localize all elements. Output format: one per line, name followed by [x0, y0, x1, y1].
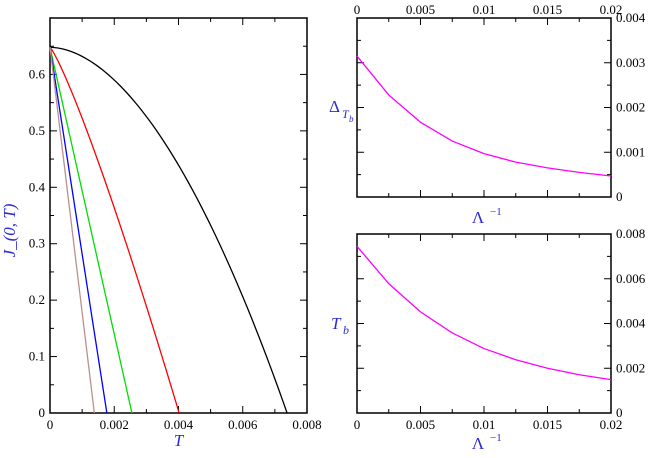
- x-axis-label: T: [174, 431, 185, 450]
- plot-frame: [356, 17, 612, 198]
- x-tick-label: 0.01: [473, 417, 496, 432]
- y-tick-label: 0.002: [616, 100, 645, 115]
- y-tick-label: 0.3: [29, 236, 45, 251]
- x-tick-label: 0.008: [292, 417, 321, 432]
- x-tick-label: 0.015: [533, 417, 562, 432]
- y-tick-label: 0.4: [29, 179, 46, 194]
- panel-left: 0 0.002 0.004 0.006 0.008 0 0.1 0.2 0.3 0.4 0.5 0.6…: [0, 17, 322, 450]
- series-line-2: [49, 47, 133, 414]
- y-tick-label: 0.008: [616, 226, 645, 241]
- panel-top-right: 0 0.005 0.01 0.015 0.02 0 0.001 0.002 0.003 0.004…: [329, 2, 646, 227]
- series-line-4: [49, 47, 95, 414]
- y-tick-label: 0.002: [616, 360, 645, 375]
- x-tick-label: 0.006: [228, 417, 258, 432]
- x-tick-label: 0.015: [533, 2, 562, 17]
- series-line: [356, 55, 612, 177]
- y-tick-label: 0: [39, 405, 46, 420]
- y-tick-label: 0.001: [616, 144, 645, 159]
- y-tick-label: 0.2: [29, 292, 45, 307]
- y-tick-label: 0.006: [616, 271, 646, 286]
- x-tick-label: 0.004: [164, 417, 194, 432]
- x-tick-label: 0.005: [406, 417, 435, 432]
- series-line: [356, 245, 612, 381]
- y-axis-label-sub: b: [343, 323, 349, 337]
- x-tick-label: 0.01: [473, 2, 496, 17]
- x-tick-label: 0: [47, 417, 54, 432]
- x-axis-label: Λ: [472, 434, 485, 453]
- y-tick-label: 0: [616, 189, 623, 204]
- y-axis-label: Δ: [329, 97, 340, 116]
- x-axis-label: Λ: [472, 208, 485, 227]
- y-axis-label-sub: T: [342, 107, 350, 121]
- x-tick-label: 0.002: [100, 417, 129, 432]
- y-axis-label-subsub: b: [349, 114, 354, 124]
- series-line-1: [49, 46, 180, 414]
- y-tick-label: 0.1: [29, 349, 45, 364]
- plot-frame-left: [49, 17, 308, 414]
- x-tick-label: 0: [354, 417, 361, 432]
- y-tick-label: 0.004: [616, 10, 646, 25]
- y-tick-label: 0.004: [616, 316, 646, 331]
- x-axis-label-sup: −1: [490, 206, 502, 218]
- y-tick-label: 0: [616, 405, 623, 420]
- x-tick-label: 0.005: [406, 2, 435, 17]
- y-axis-label: T: [331, 314, 342, 333]
- y-axis-label: J_(0, T): [0, 203, 19, 257]
- x-tick-label: 0: [354, 2, 361, 17]
- x-tick-label: 0.02: [600, 417, 623, 432]
- x-axis-label-sup: −1: [490, 432, 502, 444]
- series-line-3: [49, 47, 108, 414]
- y-tick-label: 0.6: [29, 66, 46, 81]
- y-tick-label: 0.5: [29, 123, 45, 138]
- x-tick-label: 0.02: [600, 2, 623, 17]
- series-line-0: [49, 46, 288, 414]
- panel-bottom-right: 0 0.005 0.01 0.015 0.0200.0020.0040.0060.008…: [331, 226, 646, 453]
- plot-frame: [356, 233, 612, 414]
- y-tick-label: 0.003: [616, 55, 645, 70]
